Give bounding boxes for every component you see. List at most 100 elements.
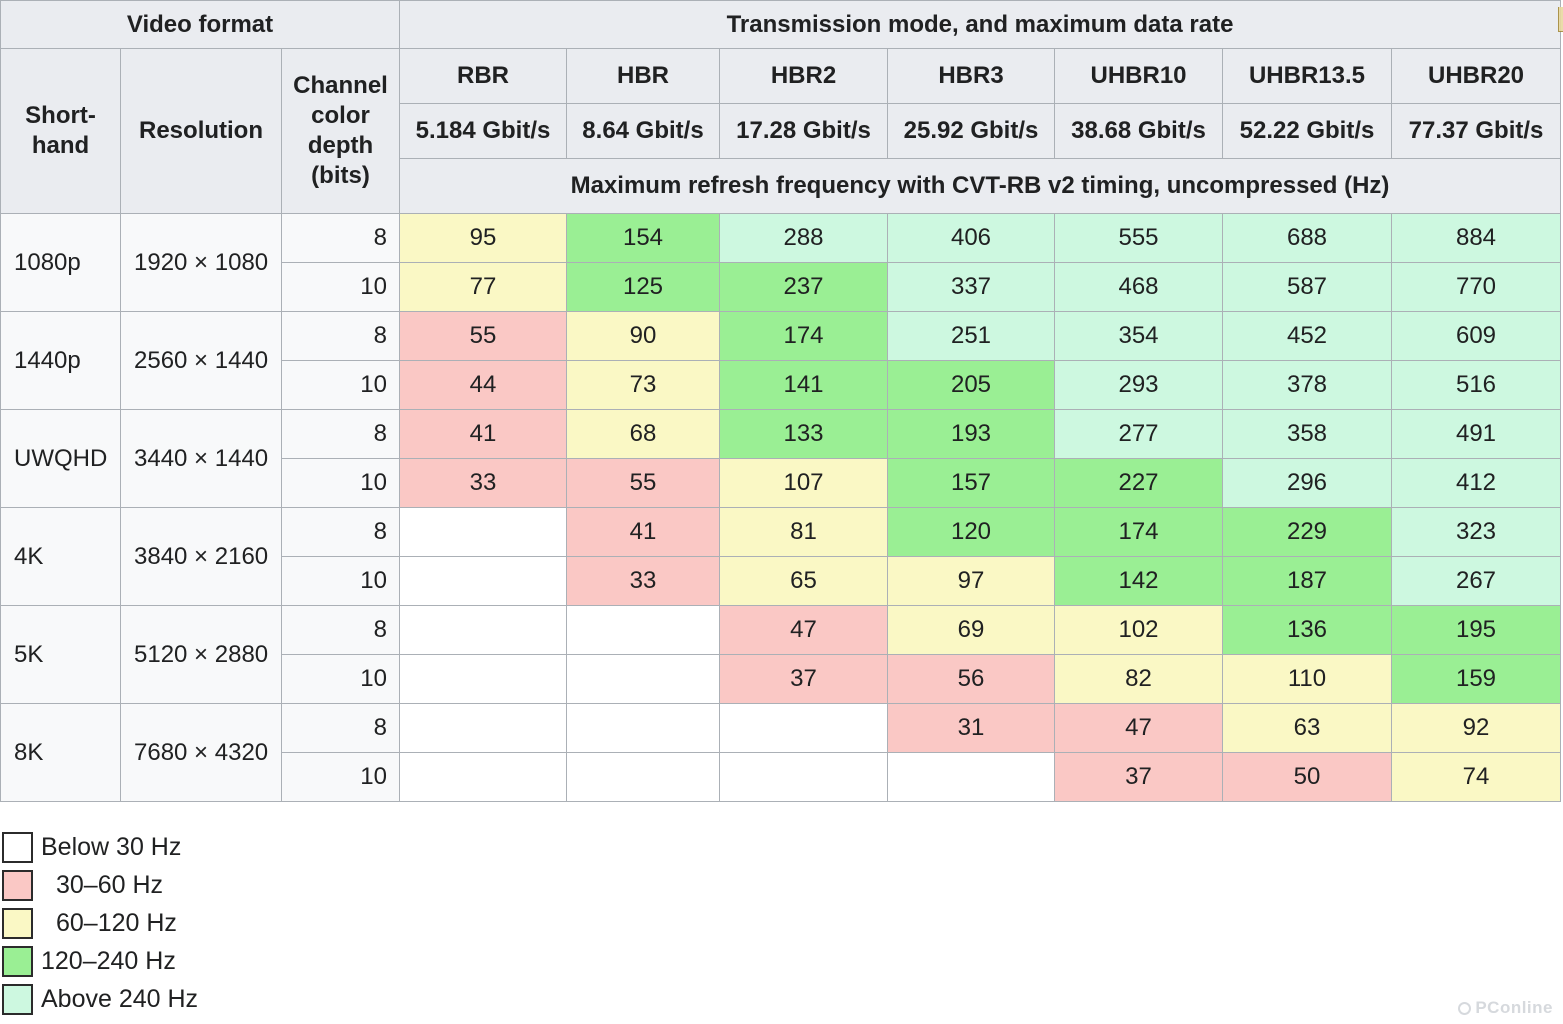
legend-swatch-below-30 bbox=[2, 831, 33, 863]
bit-depth-cell: 8 bbox=[281, 507, 400, 557]
legend-swatch-30-60 bbox=[2, 869, 33, 901]
legend-item: 60–120 Hz bbox=[2, 904, 1563, 942]
refresh-value-cell: 406 bbox=[887, 213, 1055, 263]
refresh-value-cell: 120 bbox=[887, 507, 1055, 557]
refresh-value-cell: 68 bbox=[566, 409, 720, 459]
refresh-value-cell: 41 bbox=[399, 409, 567, 459]
refresh-value-cell: 157 bbox=[887, 458, 1055, 508]
table-row: 10 37 56 82 110 159 bbox=[1, 654, 1562, 704]
refresh-value-cell: 65 bbox=[719, 556, 888, 606]
refresh-value-cell: 41 bbox=[566, 507, 720, 557]
resolution-cell: 3440 × 1440 bbox=[120, 409, 282, 508]
rate-header-hbr: 8.64 Gbit/s bbox=[566, 103, 720, 159]
refresh-value-cell: 555 bbox=[1054, 213, 1223, 263]
table-row: 1440p 2560 × 1440 8 55 90 174 251 354 45… bbox=[0, 311, 1562, 410]
refresh-value-cell: 102 bbox=[1054, 605, 1223, 655]
bit-depth-cell: 10 bbox=[281, 654, 400, 704]
refresh-value-cell: 491 bbox=[1390, 409, 1562, 459]
bit-depth-cell: 10 bbox=[281, 262, 400, 312]
refresh-value-cell: 205 bbox=[887, 360, 1055, 410]
refresh-value-cell: 107 bbox=[719, 458, 888, 508]
refresh-value-cell: 82 bbox=[1054, 654, 1223, 704]
shorthand-column-header: Short-hand bbox=[0, 48, 121, 214]
refresh-rate-table: Video format Transmission mode, and maxi… bbox=[0, 0, 1562, 802]
legend-swatch-above-240 bbox=[2, 983, 33, 1015]
refresh-value-cell: 37 bbox=[1054, 752, 1223, 802]
refresh-value-cell: 47 bbox=[1054, 703, 1223, 753]
legend-item: 30–60 Hz bbox=[2, 866, 1563, 904]
mode-header-hbr2: HBR2 bbox=[719, 48, 888, 104]
refresh-value-cell: 159 bbox=[1390, 654, 1562, 704]
refresh-value-cell: 296 bbox=[1222, 458, 1392, 508]
refresh-value-cell: 468 bbox=[1054, 262, 1223, 312]
refresh-value-cell: 187 bbox=[1222, 556, 1392, 606]
refresh-value-cell: 193 bbox=[887, 409, 1055, 459]
refresh-value-cell: 56 bbox=[887, 654, 1055, 704]
legend-item: Above 240 Hz bbox=[2, 980, 1563, 1018]
refresh-value-cell: 95 bbox=[399, 213, 567, 263]
refresh-value-cell: 47 bbox=[719, 605, 888, 655]
refresh-value-cell: 229 bbox=[1222, 507, 1392, 557]
refresh-value-cell: 174 bbox=[719, 311, 888, 361]
refresh-value-cell bbox=[566, 703, 720, 753]
shorthand-cell: 8K bbox=[0, 703, 121, 802]
legend-swatch-120-240 bbox=[2, 945, 33, 977]
bit-depth-cell: 10 bbox=[281, 752, 400, 802]
resolution-column-header: Resolution bbox=[120, 48, 282, 214]
refresh-value-cell: 354 bbox=[1054, 311, 1223, 361]
refresh-value-cell: 358 bbox=[1222, 409, 1392, 459]
refresh-value-cell: 337 bbox=[887, 262, 1055, 312]
refresh-value-cell: 237 bbox=[719, 262, 888, 312]
transmission-mode-header: Transmission mode, and maximum data rate bbox=[398, 0, 1562, 49]
refresh-value-cell: 516 bbox=[1390, 360, 1562, 410]
bit-depth-cell: 8 bbox=[281, 605, 400, 655]
resolution-cell: 2560 × 1440 bbox=[120, 311, 282, 410]
refresh-value-cell bbox=[399, 703, 567, 753]
refresh-value-cell bbox=[399, 752, 567, 802]
refresh-value-cell: 412 bbox=[1390, 458, 1562, 508]
resolution-cell: 5120 × 2880 bbox=[120, 605, 282, 704]
table-row: UWQHD 3440 × 1440 8 41 68 133 193 277 35… bbox=[0, 409, 1562, 508]
refresh-value-cell: 174 bbox=[1054, 507, 1223, 557]
refresh-value-cell bbox=[399, 507, 567, 557]
refresh-value-cell: 195 bbox=[1390, 605, 1562, 655]
table-row: 10 77 125 237 337 468 587 770 bbox=[1, 262, 1562, 312]
rate-header-uhbr10: 38.68 Gbit/s bbox=[1054, 103, 1223, 159]
refresh-value-cell: 69 bbox=[887, 605, 1055, 655]
table-row: 8K 7680 × 4320 8 31 47 63 92 bbox=[0, 703, 1562, 802]
refresh-value-cell: 50 bbox=[1222, 752, 1392, 802]
mode-header-rbr: RBR bbox=[399, 48, 567, 104]
mode-header-uhbr20: UHBR20 bbox=[1390, 48, 1562, 104]
refresh-value-cell bbox=[719, 703, 888, 753]
refresh-frequency-note: Maximum refresh frequency with CVT-RB v2… bbox=[398, 158, 1562, 214]
bit-depth-cell: 10 bbox=[281, 556, 400, 606]
watermark-text: PConline bbox=[1475, 998, 1553, 1017]
color-depth-column-header: Channel color depth (bits) bbox=[281, 48, 400, 214]
resolution-cell: 3840 × 2160 bbox=[120, 507, 282, 606]
refresh-value-cell: 63 bbox=[1222, 703, 1392, 753]
legend-item: 120–240 Hz bbox=[2, 942, 1563, 980]
refresh-value-cell: 81 bbox=[719, 507, 888, 557]
refresh-value-cell: 133 bbox=[719, 409, 888, 459]
refresh-value-cell: 37 bbox=[719, 654, 888, 704]
legend-label: 120–240 Hz bbox=[41, 946, 176, 975]
refresh-value-cell bbox=[566, 605, 720, 655]
color-legend: Below 30 Hz 30–60 Hz 60–120 Hz 120–240 H… bbox=[2, 828, 1563, 1018]
table-row: 1080p 1920 × 1080 8 95 154 288 406 555 6… bbox=[0, 213, 1562, 312]
legend-label: Above 240 Hz bbox=[41, 984, 199, 1013]
bit-depth-cell: 8 bbox=[281, 213, 400, 263]
bit-depth-cell: 8 bbox=[281, 311, 400, 361]
refresh-value-cell: 770 bbox=[1390, 262, 1562, 312]
edge-artifact bbox=[1558, 7, 1563, 32]
shorthand-cell: UWQHD bbox=[0, 409, 121, 508]
refresh-value-cell bbox=[399, 605, 567, 655]
refresh-value-cell: 323 bbox=[1390, 507, 1562, 557]
rate-header-hbr3: 25.92 Gbit/s bbox=[887, 103, 1055, 159]
shorthand-cell: 4K bbox=[0, 507, 121, 606]
legend-swatch-60-120 bbox=[2, 907, 33, 939]
mode-header-uhbr10: UHBR10 bbox=[1054, 48, 1223, 104]
mode-header-uhbr13-5: UHBR13.5 bbox=[1222, 48, 1392, 104]
refresh-value-cell: 251 bbox=[887, 311, 1055, 361]
mode-header-hbr3: HBR3 bbox=[887, 48, 1055, 104]
refresh-value-cell: 142 bbox=[1054, 556, 1223, 606]
